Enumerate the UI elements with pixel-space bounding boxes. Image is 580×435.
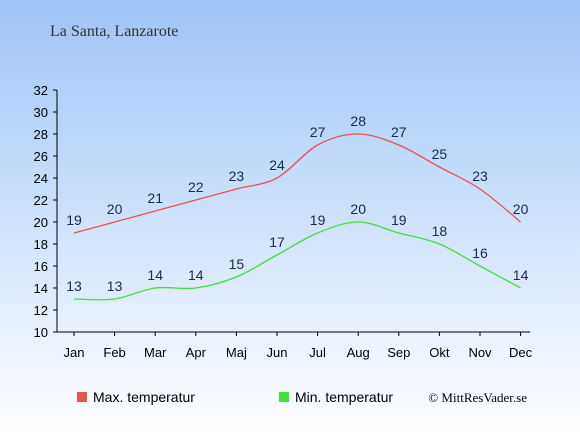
legend-label-max: Max. temperatur (93, 389, 195, 405)
series-layer (73, 133, 522, 301)
data-label-min: 14 (188, 267, 204, 283)
y-tick-label: 18 (34, 237, 48, 252)
y-tick-label: 32 (34, 83, 48, 98)
x-tick-label: Jul (309, 345, 326, 360)
x-tick-label: Mar (144, 345, 167, 360)
copyright-text: © MittResVader.se (428, 390, 527, 405)
x-tick-label: Okt (429, 345, 450, 360)
x-tick-label: Jan (64, 345, 85, 360)
data-label-min: 14 (513, 267, 529, 283)
legend-swatch-min (279, 392, 289, 402)
data-label-min: 19 (391, 212, 407, 228)
x-tick-label: Maj (226, 345, 247, 360)
x-tick-label: Sep (387, 345, 410, 360)
data-label-min: 19 (310, 212, 326, 228)
x-tick-label: Nov (468, 345, 492, 360)
y-tick-label: 22 (34, 193, 48, 208)
y-tick-label: 14 (34, 281, 48, 296)
x-tick-label: Jun (267, 345, 288, 360)
data-label-max: 20 (513, 201, 529, 217)
x-tick-label: Feb (103, 345, 125, 360)
data-label-min: 13 (107, 278, 123, 294)
x-tick-label: Dec (509, 345, 533, 360)
y-tick-label: 26 (34, 149, 48, 164)
data-label-min: 15 (229, 256, 245, 272)
y-tick-label: 28 (34, 127, 48, 142)
data-label-max: 21 (147, 190, 163, 206)
y-tick-label: 30 (34, 105, 48, 120)
data-label-max: 24 (269, 157, 285, 173)
data-label-max: 20 (107, 201, 123, 217)
x-ticks: Jan Feb Mar Apr Maj Jun Jul Aug Sep Okt Nov Dec (64, 332, 533, 360)
y-tick-label: 16 (34, 259, 48, 274)
legend-label-min: Min. temperatur (295, 389, 393, 405)
y-tick-label: 20 (34, 215, 48, 230)
y-tick-label: 12 (34, 303, 48, 318)
series-line-min (73, 221, 521, 301)
data-label-max: 28 (350, 113, 366, 129)
y-ticks: 10 12 14 16 18 20 22 24 26 28 30 32 (34, 83, 57, 340)
data-label-min: 18 (432, 223, 448, 239)
data-label-max: 23 (229, 168, 245, 184)
data-label-max: 23 (472, 168, 488, 184)
chart-title: La Santa, Lanzarote (50, 23, 178, 40)
legend: Max. temperatur Min. temperatur (77, 389, 393, 405)
x-tick-label: Aug (347, 345, 370, 360)
data-label-max: 27 (310, 124, 326, 140)
data-label-max: 19 (66, 212, 82, 228)
data-label-max: 22 (188, 179, 204, 195)
data-label-max: 25 (432, 146, 448, 162)
data-label-max: 27 (391, 124, 407, 140)
x-tick-label: Apr (186, 345, 207, 360)
series-line-max (73, 133, 522, 234)
data-label-min: 17 (269, 234, 285, 250)
data-label-min: 14 (147, 267, 163, 283)
y-tick-label: 24 (34, 171, 48, 186)
legend-swatch-max (77, 392, 87, 402)
data-label-min: 16 (472, 245, 488, 261)
y-tick-label: 10 (34, 325, 48, 340)
data-labels: 19 20 21 22 23 24 27 28 27 25 23 20 13 13 14 14 15 17 19 20… (66, 113, 528, 294)
data-label-min: 20 (350, 201, 366, 217)
data-label-min: 13 (66, 278, 82, 294)
